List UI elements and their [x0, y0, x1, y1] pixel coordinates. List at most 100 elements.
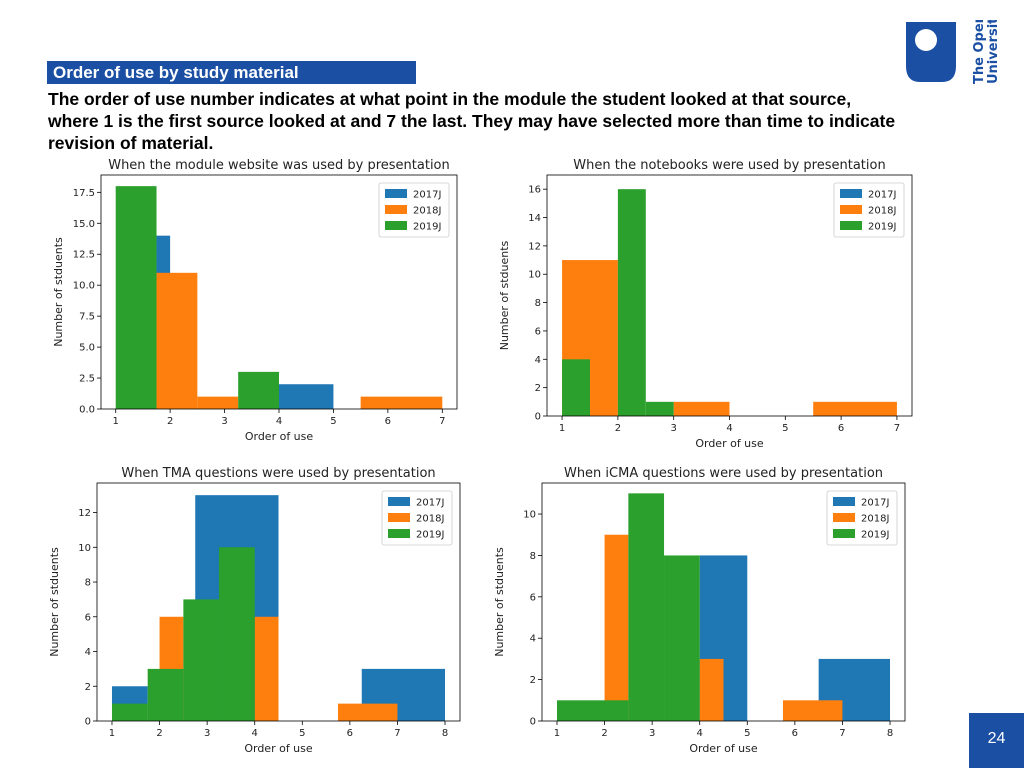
y-tick-label: 2: [530, 675, 536, 686]
bar-2018J: [813, 401, 897, 416]
x-axis-label: Order of use: [245, 430, 314, 443]
x-tick-label: 7: [894, 423, 900, 434]
x-axis-label: Order of use: [689, 742, 758, 755]
x-tick-label: 7: [839, 728, 845, 739]
legend-label: 2018J: [413, 206, 441, 217]
y-tick-label: 0: [85, 717, 91, 728]
x-tick-label: 2: [615, 423, 621, 434]
legend-swatch: [840, 205, 862, 214]
y-tick-label: 6: [85, 612, 91, 623]
bar-2019J: [147, 668, 184, 721]
x-tick-label: 5: [299, 728, 305, 739]
x-tick-label: 2: [601, 728, 607, 739]
legend-label: 2018J: [416, 514, 444, 525]
bar-2019J: [183, 599, 220, 721]
x-tick-label: 5: [744, 728, 750, 739]
y-tick-label: 10: [78, 543, 91, 554]
open-university-logo: The Open University: [906, 20, 1001, 84]
x-tick-label: 8: [887, 728, 893, 739]
legend-swatch: [833, 497, 855, 506]
intro-text: The order of use number indicates at wha…: [48, 89, 896, 153]
legend-label: 2017J: [868, 190, 896, 201]
y-tick-label: 16: [528, 185, 541, 196]
y-tick-label: 10.0: [73, 281, 95, 292]
legend-label: 2018J: [868, 206, 896, 217]
legend-label: 2019J: [868, 222, 896, 233]
legend-swatch: [385, 221, 407, 230]
legend-swatch: [385, 205, 407, 214]
chart-title: When TMA questions were used by presenta…: [121, 466, 435, 481]
x-axis-label: Order of use: [695, 437, 764, 450]
y-tick-label: 8: [530, 551, 536, 562]
legend-label: 2017J: [861, 498, 889, 509]
legend-swatch: [840, 189, 862, 198]
x-tick-label: 3: [204, 728, 210, 739]
y-tick-label: 6: [530, 592, 536, 603]
x-tick-label: 7: [439, 416, 445, 427]
chart-icma-questions: When iCMA questions were used by present…: [493, 466, 906, 755]
x-tick-label: 6: [792, 728, 798, 739]
chart-module-website: When the module website was used by pres…: [52, 158, 458, 443]
bar-2019J: [664, 555, 700, 721]
bar-2019J: [617, 189, 646, 416]
x-tick-label: 6: [347, 728, 353, 739]
y-tick-label: 2.5: [79, 374, 95, 385]
x-tick-label: 4: [252, 728, 258, 739]
legend-swatch: [388, 529, 410, 538]
bar-2019J: [219, 547, 255, 721]
bar-2018J: [782, 700, 843, 721]
bar-2018J: [673, 401, 730, 416]
legend-swatch: [385, 189, 407, 198]
y-tick-label: 0: [530, 717, 536, 728]
y-tick-label: 15.0: [73, 219, 95, 230]
y-tick-label: 10: [523, 510, 536, 521]
bar-2018J: [156, 272, 198, 409]
x-tick-label: 6: [838, 423, 844, 434]
chart-title: When the module website was used by pres…: [108, 158, 450, 173]
x-tick-label: 2: [167, 416, 173, 427]
x-tick-label: 3: [649, 728, 655, 739]
bar-2018J: [360, 396, 443, 409]
y-tick-label: 10: [528, 270, 541, 281]
legend-label: 2017J: [413, 190, 441, 201]
x-tick-label: 4: [726, 423, 732, 434]
legend-label: 2018J: [861, 514, 889, 525]
bar-2019J: [562, 359, 590, 416]
bar-2018J: [254, 616, 279, 721]
bar-2019J: [645, 401, 674, 416]
x-tick-label: 5: [782, 423, 788, 434]
legend-swatch: [833, 529, 855, 538]
section-title-banner: Order of use by study material: [47, 61, 416, 84]
axes-frame: [96, 482, 461, 722]
x-tick-label: 4: [697, 728, 703, 739]
y-tick-label: 7.5: [79, 312, 95, 323]
y-tick-label: 8: [85, 578, 91, 589]
y-tick-label: 17.5: [73, 188, 95, 199]
bar-2019J: [556, 700, 629, 721]
page-number: 24: [987, 730, 1006, 747]
x-tick-label: 5: [330, 416, 336, 427]
legend-label: 2019J: [861, 530, 889, 541]
y-tick-label: 2: [535, 383, 541, 394]
y-tick-label: 2: [85, 682, 91, 693]
y-tick-label: 0.0: [79, 405, 95, 416]
bar-2018J: [197, 396, 239, 409]
page-number-badge: 24: [969, 713, 1024, 768]
x-tick-label: 3: [221, 416, 227, 427]
section-title: Order of use by study material: [53, 63, 299, 82]
bar-2019J: [628, 493, 665, 721]
bar-2019J: [115, 186, 157, 409]
y-tick-label: 12: [78, 508, 91, 519]
logo-text-line1: The Open: [972, 20, 987, 84]
x-tick-label: 4: [276, 416, 282, 427]
chart-tma-questions: When TMA questions were used by presenta…: [48, 466, 461, 755]
x-tick-label: 1: [554, 728, 560, 739]
legend-swatch: [833, 513, 855, 522]
legend-label: 2019J: [413, 222, 441, 233]
x-axis-label: Order of use: [244, 742, 313, 755]
x-tick-label: 7: [394, 728, 400, 739]
bar-2017J: [279, 384, 334, 409]
y-tick-label: 4: [535, 355, 541, 366]
y-tick-label: 12.5: [73, 250, 95, 261]
legend-swatch: [840, 221, 862, 230]
